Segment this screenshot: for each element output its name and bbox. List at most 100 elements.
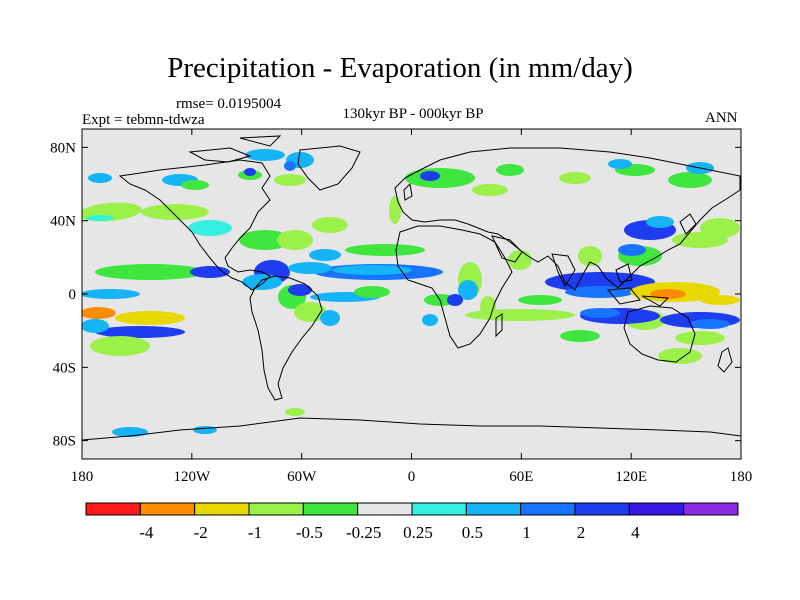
lat-tick-label: 0 [69, 287, 77, 303]
antarctica-coast [82, 417, 741, 441]
greenland-coast [297, 145, 361, 191]
colorbar-swatch [683, 502, 739, 516]
anomaly-region [565, 286, 635, 298]
anomaly-region [312, 217, 348, 233]
anomaly-region [284, 161, 296, 171]
maritime-continent-coast [606, 263, 670, 307]
anomaly-region [465, 309, 575, 321]
anomaly-region [700, 295, 740, 305]
anomaly-region [309, 249, 341, 261]
colorbar-swatch [411, 502, 467, 516]
arctic-islands-coast [188, 135, 282, 163]
anomaly-region [646, 216, 674, 228]
anomaly-region [496, 164, 524, 176]
colorbar-swatch [465, 502, 522, 516]
anomaly-region [422, 314, 438, 326]
lat-tick-label: 40N [50, 214, 76, 230]
colorbar-label: -0.25 [346, 523, 381, 542]
lon-tick-label: 0 [408, 469, 416, 485]
colorbar: -4 -2 -1 -0.5 -0.25 0.25 0.5 1 2 4 [85, 502, 739, 542]
madagascar-coast [495, 313, 503, 338]
anomaly-region [274, 174, 306, 186]
anomaly-region [618, 244, 646, 256]
anomaly-region [690, 319, 730, 329]
japan-coast [679, 213, 697, 235]
anomaly-region [345, 244, 425, 256]
eurasia-coast [394, 147, 741, 291]
anomaly-region [405, 168, 475, 188]
anomaly-region [141, 204, 209, 220]
colorbar-label: 0.25 [403, 523, 433, 542]
anomaly-region [82, 319, 109, 333]
anomaly-region [472, 184, 508, 196]
colorbar-swatch [574, 502, 630, 516]
anomaly-region [188, 220, 232, 236]
anomaly-region [420, 171, 440, 181]
colorbar-swatch [85, 502, 141, 516]
anomaly-region [559, 172, 591, 184]
anomaly-region [668, 172, 712, 188]
colorbar-label: -4 [139, 523, 154, 542]
colorbar-swatch [194, 502, 250, 516]
period-label: 130kyr BP - 000kyr BP [342, 106, 484, 122]
anomaly-region [181, 180, 209, 190]
anomaly-region [447, 294, 463, 306]
anomaly-region [518, 295, 562, 305]
anomaly-region [560, 330, 600, 342]
north-america-coast [118, 159, 271, 291]
latitude-axis: 80N 40N 0 40S 80S [50, 140, 741, 450]
anomaly-region [115, 311, 185, 325]
india-coast [551, 253, 576, 288]
anomaly-region [608, 159, 632, 169]
colorbar-label: 1 [522, 523, 531, 542]
anomaly-region [242, 274, 282, 290]
arabia-coast [491, 235, 523, 263]
anomaly-region [193, 426, 217, 434]
anomaly-region [332, 265, 412, 275]
colorbar-swatch [628, 502, 685, 516]
lon-tick-label: 60E [509, 469, 533, 485]
uk-coast [403, 182, 413, 201]
colorbar-label: 2 [577, 523, 586, 542]
season-label: ANN [705, 110, 738, 126]
anomaly-region [244, 168, 256, 176]
anomaly-region [700, 218, 740, 238]
longitude-axis: 180 120W 60W 0 60E 120E 180 [71, 129, 753, 485]
anomaly-region [320, 310, 340, 326]
lon-tick-label: 120E [615, 469, 647, 485]
anomaly-region [650, 289, 686, 299]
chart-title: Precipitation - Evaporation (in mm/day) [167, 52, 633, 84]
lon-tick-label: 60W [287, 469, 317, 485]
anomaly-region [458, 280, 478, 300]
south-america-coast [249, 275, 323, 401]
lon-tick-label: 120W [173, 469, 211, 485]
colorbar-label: 4 [631, 523, 640, 542]
lon-tick-label: 180 [71, 469, 94, 485]
experiment-label: Expt = tebmn-tdwza [82, 112, 205, 128]
colorbar-swatch [139, 502, 196, 516]
new-zealand-coast [717, 347, 733, 373]
lat-tick-label: 40S [53, 360, 76, 376]
anomaly-region [277, 230, 313, 250]
colorbar-label: -1 [248, 523, 262, 542]
anomaly-region [354, 286, 390, 298]
anomaly-region [675, 331, 725, 345]
colorbar-swatch [357, 502, 413, 516]
lat-tick-label: 80S [53, 434, 76, 450]
colorbar-label: -2 [194, 523, 208, 542]
anomaly-region [508, 250, 532, 270]
rmse-label: rmse= 0.0195004 [176, 96, 282, 112]
anomaly-region [285, 408, 305, 416]
colorbar-label: -0.5 [296, 523, 323, 542]
anomaly-region [288, 262, 332, 274]
lat-tick-label: 80N [50, 140, 76, 156]
colorbar-label: 0.5 [462, 523, 483, 542]
anomaly-region [389, 196, 401, 224]
anomaly-region [580, 308, 620, 318]
anomaly-region [578, 246, 602, 266]
anomaly-region [658, 348, 702, 364]
anomaly-region [88, 173, 112, 183]
colorbar-swatch [248, 502, 304, 516]
lon-tick-label: 180 [730, 469, 753, 485]
